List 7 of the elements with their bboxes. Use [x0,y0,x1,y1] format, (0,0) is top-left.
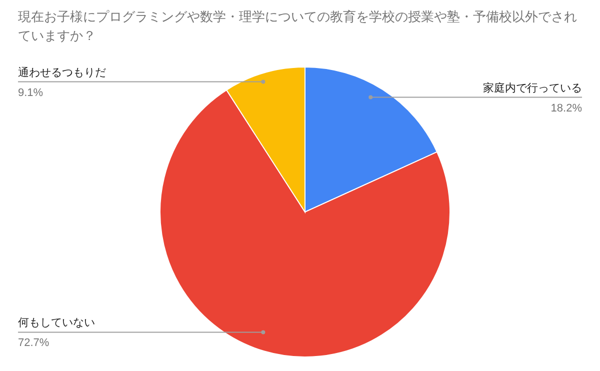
data-label: 18.2% [550,102,582,114]
slice-label: 何もしていない [18,316,95,330]
data-label: 9.1% [18,86,44,99]
chart-title: 現在お子様にプログラミングや数学・理学についての教育を学校の授業や塾・予備校以外でされていますか？ [18,8,578,46]
slice-label: 家庭内で行っている [483,81,582,94]
slice-label: 通わせるつもりだ [18,66,106,79]
data-label: 72.7% [18,337,50,350]
